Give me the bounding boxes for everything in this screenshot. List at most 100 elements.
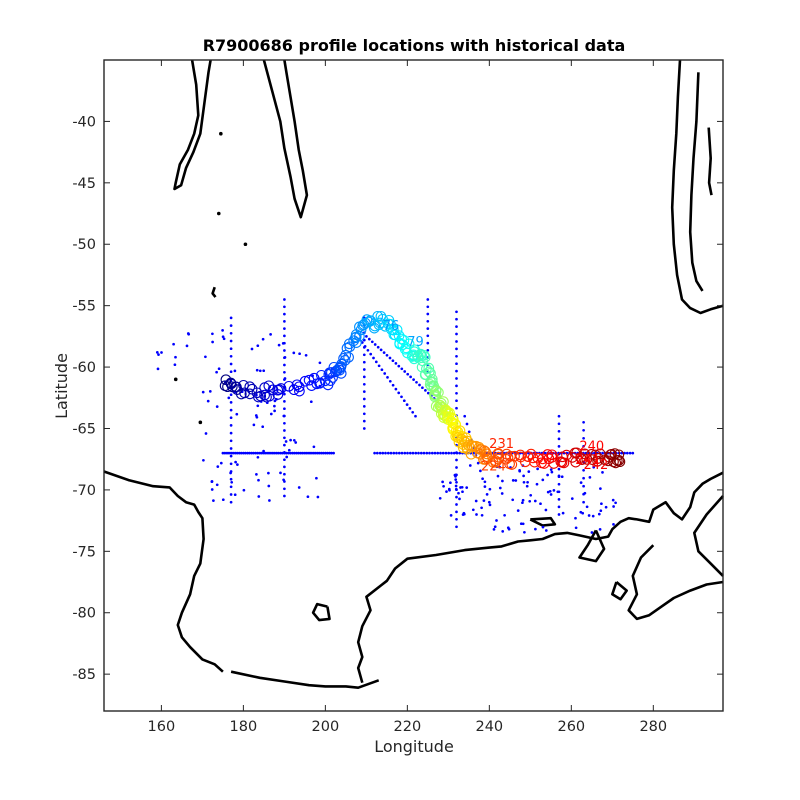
coastline bbox=[670, 59, 724, 315]
historical-point bbox=[438, 496, 442, 500]
historical-point bbox=[236, 463, 239, 466]
historical-point bbox=[518, 469, 522, 473]
historical-point bbox=[498, 486, 502, 490]
historical-point bbox=[369, 352, 373, 356]
historical-point bbox=[229, 324, 233, 327]
historical-point bbox=[455, 310, 458, 314]
historical-point bbox=[258, 451, 262, 455]
historical-point bbox=[269, 412, 273, 416]
historical-point bbox=[309, 451, 313, 455]
historical-point bbox=[455, 510, 458, 514]
historical-point bbox=[386, 451, 390, 455]
historical-point bbox=[283, 451, 286, 454]
historical-point bbox=[215, 405, 219, 408]
historical-point bbox=[463, 414, 467, 418]
historical-point bbox=[582, 420, 585, 424]
historical-point bbox=[239, 451, 243, 455]
historical-point bbox=[557, 505, 561, 509]
historical-point bbox=[370, 340, 374, 344]
historical-point bbox=[601, 451, 604, 455]
historical-point bbox=[441, 451, 445, 455]
historical-point bbox=[455, 495, 458, 499]
historical-point bbox=[514, 479, 518, 482]
historical-point bbox=[462, 511, 466, 515]
historical-point bbox=[268, 499, 271, 502]
historical-point bbox=[373, 343, 377, 346]
profile-number-label: 241 bbox=[575, 453, 600, 468]
profile-marker bbox=[336, 358, 347, 370]
historical-point bbox=[528, 499, 532, 503]
historical-point bbox=[283, 349, 286, 352]
island-mark bbox=[198, 420, 203, 425]
historical-point bbox=[221, 451, 225, 455]
historical-point bbox=[408, 451, 412, 455]
historical-point bbox=[493, 525, 497, 529]
historical-point bbox=[457, 491, 460, 495]
historical-point bbox=[425, 451, 429, 455]
historical-point bbox=[283, 443, 286, 447]
historical-point bbox=[455, 458, 458, 462]
y-tick-label: -65 bbox=[72, 421, 96, 437]
historical-point bbox=[254, 451, 258, 455]
profile-number-label: 231 bbox=[489, 437, 514, 452]
historical-point bbox=[277, 343, 281, 347]
historical-point bbox=[206, 399, 210, 403]
x-tick-label: 240 bbox=[475, 719, 503, 735]
historical-point bbox=[426, 341, 430, 345]
historical-point bbox=[625, 451, 629, 455]
historical-point bbox=[405, 403, 409, 406]
historical-point bbox=[391, 359, 395, 363]
historical-point bbox=[212, 499, 215, 502]
historical-point bbox=[283, 370, 286, 374]
float-track-layer bbox=[219, 310, 626, 470]
historical-point bbox=[479, 469, 482, 473]
y-tick-label: -60 bbox=[72, 360, 96, 376]
historical-point bbox=[367, 337, 371, 341]
profile-marker bbox=[294, 385, 305, 397]
historical-point bbox=[557, 498, 561, 501]
historical-point bbox=[412, 378, 415, 381]
historical-point bbox=[557, 467, 561, 471]
historical-point bbox=[366, 348, 370, 352]
historical-point bbox=[292, 438, 296, 442]
profile-marker bbox=[272, 389, 284, 400]
island-mark bbox=[216, 211, 221, 216]
historical-point bbox=[362, 427, 366, 430]
historical-point bbox=[229, 316, 233, 320]
historical-point bbox=[376, 345, 380, 349]
historical-point bbox=[295, 451, 299, 455]
historical-point bbox=[481, 477, 484, 481]
historical-point bbox=[258, 369, 262, 373]
historical-point bbox=[311, 451, 315, 455]
historical-point bbox=[557, 445, 561, 448]
historical-point bbox=[225, 451, 229, 455]
historical-point bbox=[408, 407, 412, 410]
historical-point bbox=[229, 370, 233, 374]
historical-point bbox=[550, 470, 554, 474]
historical-point bbox=[230, 480, 234, 484]
historical-point bbox=[174, 355, 177, 359]
historical-point bbox=[480, 506, 483, 510]
x-tick-label: 160 bbox=[148, 719, 176, 735]
historical-point bbox=[560, 475, 564, 479]
historical-point bbox=[533, 499, 537, 503]
profile-number-label: 79 bbox=[407, 335, 424, 350]
historical-point bbox=[592, 465, 596, 469]
historical-point bbox=[468, 464, 472, 467]
historical-point bbox=[397, 364, 401, 368]
historical-point bbox=[229, 424, 233, 427]
historical-point bbox=[215, 370, 218, 374]
profile-number-label: 240 bbox=[579, 440, 604, 455]
profile-marker bbox=[509, 450, 520, 462]
historical-point bbox=[439, 451, 442, 455]
historical-point bbox=[229, 408, 233, 412]
historical-point bbox=[292, 351, 296, 355]
historical-point bbox=[252, 423, 256, 427]
historical-point bbox=[582, 500, 585, 504]
historical-point bbox=[417, 451, 420, 455]
historical-point bbox=[392, 451, 396, 455]
historical-point bbox=[283, 327, 286, 330]
historical-point bbox=[257, 478, 260, 482]
historical-point bbox=[298, 352, 301, 356]
